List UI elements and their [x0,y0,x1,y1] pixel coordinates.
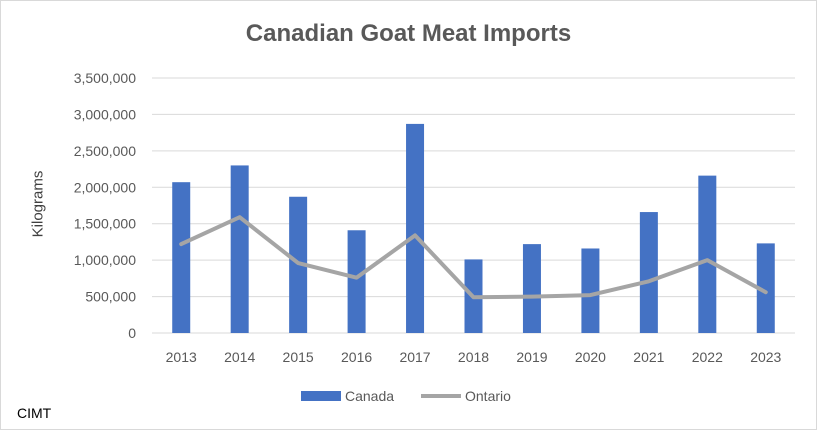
legend-swatch-canada [301,391,341,401]
legend-item-ontario: Ontario [421,388,511,404]
x-tick-label: 2022 [692,349,723,365]
y-tick-label: 500,000 [85,289,136,305]
bar-canada [347,230,366,333]
x-tick-label: 2019 [516,349,547,365]
x-tick-label: 2020 [575,349,606,365]
legend-label-canada: Canada [345,388,395,404]
bar-canada [756,243,775,333]
x-tick-label: 2014 [224,349,255,365]
y-tick-label: 0 [128,325,136,341]
line-ontario [179,215,768,300]
bar-canada [172,182,191,333]
x-tick-label: 2015 [283,349,314,365]
legend-swatch-ontario [421,394,461,398]
y-tick-label: 2,000,000 [74,179,136,195]
bar-canada [522,244,541,333]
y-tick-label: 2,500,000 [74,143,136,159]
bar-canada [581,248,600,333]
bar-canada [639,212,658,333]
bar-canada [230,165,249,333]
y-tick-label: 1,500,000 [74,216,136,232]
chart-title: Canadian Goat Meat Imports [245,20,572,47]
x-tick-label: 2013 [166,349,197,365]
source-note: CIMT [17,405,52,421]
legend-label-ontario: Ontario [465,388,511,404]
y-tick-label: 3,000,000 [74,106,136,122]
x-tick-label: 2021 [633,349,664,365]
bar-canada [406,123,425,334]
x-tick-label: 2018 [458,349,489,365]
bar-canada [698,175,717,333]
legend: Canada Ontario [0,388,817,408]
x-tick-label: 2016 [341,349,372,365]
x-tick-label: 2023 [750,349,781,365]
legend-item-canada: Canada [301,388,394,404]
y-tick-label: 1,000,000 [74,252,136,268]
x-tick-label: 2017 [399,349,430,365]
y-tick-label: 3,500,000 [74,70,136,86]
